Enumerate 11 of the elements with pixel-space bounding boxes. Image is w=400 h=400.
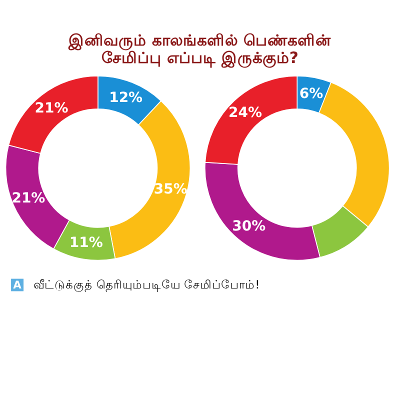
text: A	[13, 278, 22, 292]
data-label: 21%	[34, 100, 68, 116]
data-label: 6%	[299, 86, 324, 102]
data-label: 21%	[12, 190, 46, 206]
data-label: 24%	[228, 105, 262, 122]
data-label: 11%	[69, 235, 103, 252]
data-label: 35%	[154, 181, 188, 198]
data-label: 30%	[232, 218, 266, 235]
text: இனிவரும் காலங்களில் பெண்களின்	[68, 30, 332, 50]
text: வீட்டுக்குத் தெரியும்படியே சேமிப்போம்!	[34, 277, 260, 292]
data-label: 12%	[109, 90, 143, 106]
